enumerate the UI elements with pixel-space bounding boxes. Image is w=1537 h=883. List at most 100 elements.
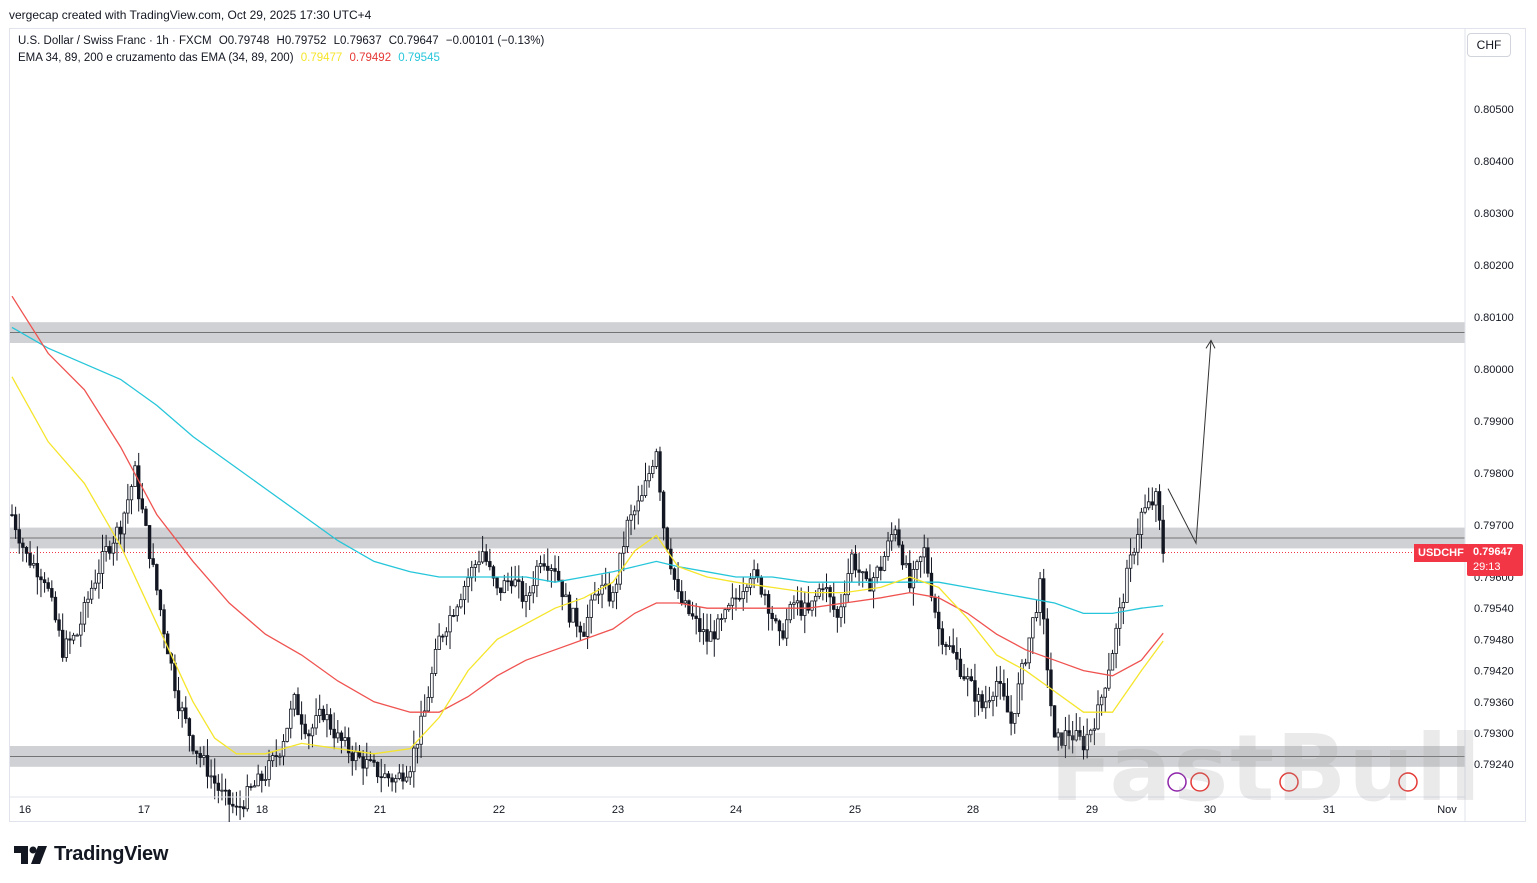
candle xyxy=(1150,487,1154,510)
candle xyxy=(386,770,391,787)
bull-candle-body xyxy=(1107,669,1111,689)
bull-candle-body xyxy=(267,760,271,780)
bear-candle-body xyxy=(712,631,716,640)
candle xyxy=(502,574,507,594)
candle xyxy=(1020,659,1024,701)
bear-candle-body xyxy=(937,611,941,630)
price-tick-label: 0.80500 xyxy=(1474,104,1514,116)
bull-candle-body xyxy=(1031,617,1035,639)
candle xyxy=(824,573,829,603)
bear-candle-body xyxy=(509,580,514,587)
candle xyxy=(835,606,840,633)
bear-candle-body xyxy=(249,786,253,788)
bear-candle-body xyxy=(155,564,159,591)
candle xyxy=(1143,494,1147,515)
candle xyxy=(256,764,260,787)
tradingview-logo[interactable]: TradingView xyxy=(14,843,168,866)
candle xyxy=(821,583,825,601)
currency-button[interactable]: CHF xyxy=(1467,33,1511,57)
price-tick-label: 0.80100 xyxy=(1474,312,1514,324)
legend-open: O0.79748 xyxy=(218,35,270,47)
candle xyxy=(589,594,593,634)
bull-candle-body xyxy=(314,715,318,729)
candle xyxy=(969,668,973,682)
bear-candle-body xyxy=(900,544,905,566)
bear-candle-body xyxy=(1002,683,1006,697)
bull-candle-body xyxy=(1114,627,1118,654)
candle xyxy=(448,605,452,650)
candle xyxy=(600,574,604,609)
candle xyxy=(21,537,25,562)
candle xyxy=(524,583,528,618)
candle xyxy=(850,549,854,582)
candle xyxy=(252,780,257,788)
bull-candle-body xyxy=(97,572,101,584)
time-tick-label: 29 xyxy=(1086,804,1098,816)
bear-candle-body xyxy=(705,629,709,642)
candle xyxy=(984,685,988,719)
bull-candle-body xyxy=(1013,713,1017,724)
candle xyxy=(314,698,318,735)
price-tick-label: 0.79800 xyxy=(1474,468,1514,480)
candle xyxy=(1121,593,1126,625)
bear-candle-body xyxy=(53,596,58,621)
candle xyxy=(625,516,630,553)
time-tick-label: 31 xyxy=(1323,804,1335,816)
bull-candle-body xyxy=(893,529,897,536)
bull-candle-body xyxy=(875,566,879,578)
candle xyxy=(940,621,945,655)
bear-candle-body xyxy=(835,609,840,618)
candle xyxy=(24,546,29,563)
bull-candle-body xyxy=(1125,567,1129,603)
bear-candle-body xyxy=(567,594,572,623)
candle xyxy=(394,774,398,793)
candle xyxy=(484,544,488,566)
bull-candle-body xyxy=(618,552,622,585)
bull-candle-body xyxy=(122,512,126,535)
bull-candle-body xyxy=(126,499,130,514)
candle xyxy=(325,703,329,738)
candle xyxy=(292,692,297,717)
candle xyxy=(462,580,467,615)
bull-candle-body xyxy=(71,634,76,641)
candle xyxy=(1139,507,1144,549)
bull-candle-body xyxy=(549,568,554,571)
candle xyxy=(538,555,543,574)
bull-candle-body xyxy=(502,580,507,594)
bull-candle-body xyxy=(470,566,474,579)
candle xyxy=(582,623,586,637)
bear-candle-body xyxy=(176,690,181,712)
bull-candle-body xyxy=(741,591,745,600)
candle xyxy=(422,694,427,717)
bear-candle-body xyxy=(118,526,123,535)
bear-candle-body xyxy=(933,596,937,613)
candle xyxy=(249,783,253,791)
chart-frame[interactable] xyxy=(9,28,1526,822)
bear-candle-body xyxy=(1067,730,1071,737)
candle xyxy=(651,459,655,479)
time-tick-label: 16 xyxy=(19,804,31,816)
bear-candle-body xyxy=(42,579,47,584)
candle xyxy=(918,555,923,578)
candle xyxy=(274,739,278,767)
bull-candle-body xyxy=(422,710,427,717)
ema-lines xyxy=(11,295,1164,755)
candle xyxy=(1136,518,1140,566)
candle xyxy=(375,761,380,784)
candle xyxy=(908,550,912,593)
candle xyxy=(991,691,995,717)
candle xyxy=(517,565,521,599)
projection-path xyxy=(1167,340,1212,546)
candle xyxy=(817,583,821,600)
candle xyxy=(299,701,304,740)
bull-candle-body xyxy=(614,583,619,593)
candle xyxy=(28,541,32,569)
bull-candle-body xyxy=(629,514,633,521)
bear-candle-body xyxy=(806,602,811,611)
candle xyxy=(404,765,409,783)
bull-candle-body xyxy=(394,778,398,783)
candle xyxy=(158,588,163,617)
candle xyxy=(401,764,405,790)
watermark: FastBull xyxy=(1050,715,1483,822)
